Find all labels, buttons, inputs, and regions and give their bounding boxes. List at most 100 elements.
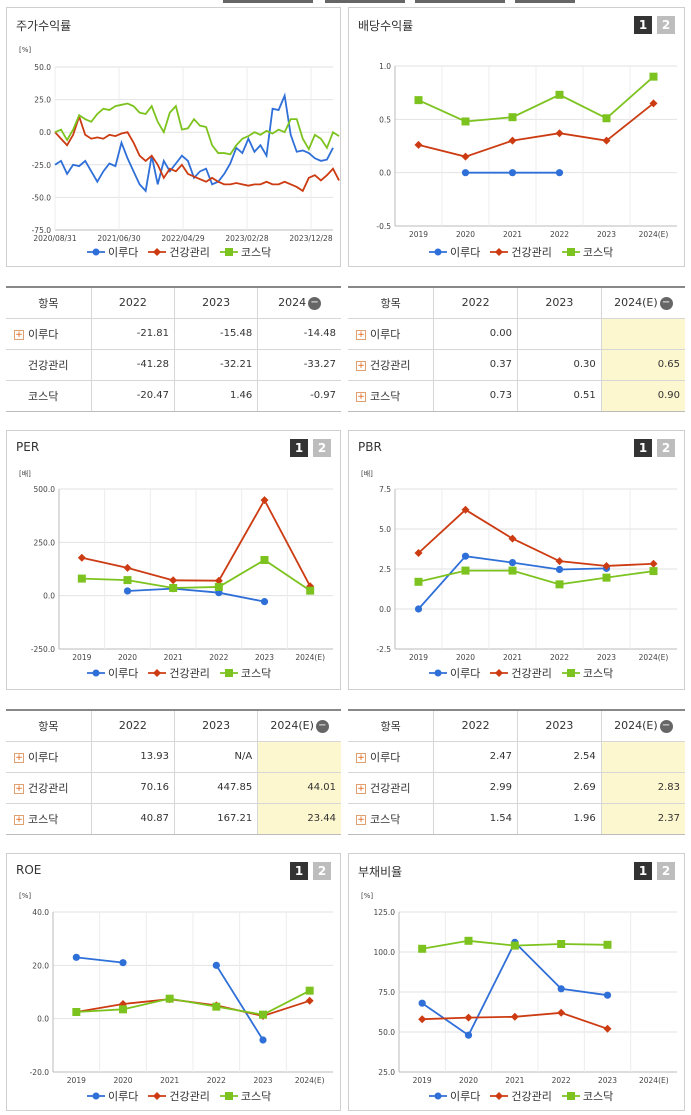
row-label[interactable]: + 이루다 <box>348 741 435 773</box>
legend-item[interactable]: 코스닥 <box>561 244 613 260</box>
legend-item[interactable]: 건강관리 <box>148 665 210 681</box>
legend-item[interactable]: 코스닥 <box>561 665 613 681</box>
page-2-button[interactable]: 2 <box>657 439 675 457</box>
legend-item[interactable]: 이루다 <box>87 665 138 681</box>
legend-item[interactable]: 건강관리 <box>490 244 552 260</box>
legend-marker-icon <box>87 1092 105 1100</box>
expand-icon[interactable]: + <box>14 329 24 340</box>
row-label[interactable]: + 이루다 <box>348 318 435 350</box>
page-1-button[interactable]: 1 <box>634 439 652 457</box>
table-header: 2022 <box>433 287 518 319</box>
expand-icon[interactable]: + <box>356 391 366 402</box>
data-point <box>555 129 564 138</box>
page-1-button[interactable]: 1 <box>290 862 308 880</box>
row-label[interactable]: + 이루다 <box>6 741 92 773</box>
table-row: + 이루다 -21.81 -15.48 -14.48 <box>6 318 341 350</box>
table-header: 2024(E) − <box>257 710 341 742</box>
x-tick-label: 2023 <box>597 230 616 239</box>
chart-legend: 이루다 건강관리 코스닥 <box>429 244 613 260</box>
table-header: 2024(E) − <box>601 287 685 319</box>
page-1-button[interactable]: 1 <box>290 439 308 457</box>
chart-legend: 이루다 건강관리 코스닥 <box>87 665 271 681</box>
row-label[interactable]: + 건강관리 <box>6 772 92 804</box>
page-1-button[interactable]: 1 <box>634 862 652 880</box>
page-2-button[interactable]: 2 <box>657 16 675 34</box>
panel-title: 주가수익률 <box>16 19 72 33</box>
table-row: 코스닥 -20.47 1.46 -0.97 <box>6 380 341 412</box>
collapse-icon[interactable]: − <box>659 719 673 733</box>
collapse-icon[interactable]: − <box>659 296 673 310</box>
legend-item[interactable]: 건강관리 <box>148 1088 210 1104</box>
collapse-icon[interactable]: − <box>315 719 329 733</box>
collapse-icon[interactable]: − <box>308 296 322 310</box>
legend-item[interactable]: 이루다 <box>87 244 138 260</box>
data-point <box>557 940 566 948</box>
legend-item[interactable]: 건강관리 <box>490 665 552 681</box>
expand-icon[interactable]: + <box>14 783 24 794</box>
legend-item[interactable]: 건강관리 <box>490 1088 552 1104</box>
legend-item[interactable]: 건강관리 <box>148 244 210 260</box>
row-label[interactable]: + 이루다 <box>6 318 92 350</box>
table-cell: 0.65 <box>601 349 685 381</box>
y-tick-label: 75.0 <box>378 988 395 997</box>
row-label[interactable]: + 건강관리 <box>348 772 435 804</box>
x-tick-label: 2020 <box>456 653 475 662</box>
data-point <box>418 999 426 1007</box>
legend-item[interactable]: 이루다 <box>429 244 480 260</box>
legend-item[interactable]: 이루다 <box>87 1088 138 1104</box>
data-point <box>603 1024 612 1033</box>
table-cell: -20.47 <box>91 380 175 412</box>
table-row: + 코스닥 1.54 1.96 2.37 <box>348 803 685 835</box>
expand-icon[interactable]: + <box>356 329 366 340</box>
series-line <box>54 92 334 193</box>
data-point <box>305 986 314 995</box>
data-point <box>461 566 470 575</box>
page-2-button[interactable]: 2 <box>313 862 331 880</box>
x-tick-label: 2023 <box>253 1076 272 1085</box>
page-2-button[interactable]: 2 <box>313 439 331 457</box>
legend-item[interactable]: 이루다 <box>429 665 480 681</box>
legend-label: 건강관리 <box>169 667 210 680</box>
y-tick-label: 0.0 <box>379 605 391 614</box>
y-tick-label: -50.0 <box>32 193 52 202</box>
page-2-button[interactable]: 2 <box>657 862 675 880</box>
legend-item[interactable]: 코스닥 <box>219 244 271 260</box>
y-tick-label: -250.0 <box>31 645 55 654</box>
expand-icon[interactable]: + <box>356 814 366 825</box>
data-point <box>119 1005 127 1014</box>
table-cell: 0.51 <box>517 380 602 412</box>
expand-icon[interactable]: + <box>356 360 366 371</box>
data-point <box>414 96 423 105</box>
expand-icon[interactable]: + <box>356 752 366 763</box>
page-buttons: 1 2 <box>290 439 331 457</box>
x-tick-label: 2023 <box>598 1076 617 1085</box>
data-point <box>649 567 658 576</box>
table-header: 2022 <box>433 710 518 742</box>
y-tick-label: -2.5 <box>376 645 391 654</box>
y-tick-label: 0.5 <box>379 115 391 124</box>
page-1-button[interactable]: 1 <box>634 16 652 34</box>
table-cell: 0.30 <box>517 349 602 381</box>
table-cell: 1.54 <box>433 803 518 835</box>
y-tick-label: 2.5 <box>379 565 391 574</box>
table-header: 2022 <box>91 287 175 319</box>
row-label[interactable]: + 코스닥 <box>348 380 435 412</box>
x-tick-label: 2023/02/28 <box>225 234 268 243</box>
data-point <box>464 1013 473 1022</box>
series-line <box>54 113 340 193</box>
row-label[interactable]: + 코스닥 <box>6 803 92 835</box>
legend-item[interactable]: 이루다 <box>429 1088 480 1104</box>
expand-icon[interactable]: + <box>14 752 24 763</box>
row-label[interactable]: + 건강관리 <box>348 349 435 381</box>
row-label[interactable]: + 코스닥 <box>348 803 435 835</box>
legend-marker-icon <box>429 248 447 256</box>
x-tick-label: 2019 <box>72 653 91 662</box>
legend-item[interactable]: 코스닥 <box>561 1088 613 1104</box>
legend-item[interactable]: 코스닥 <box>219 665 271 681</box>
legend-item[interactable]: 코스닥 <box>219 1088 271 1104</box>
chart-legend: 이루다 건강관리 코스닥 <box>429 665 613 681</box>
data-point <box>461 152 470 161</box>
expand-icon[interactable]: + <box>14 814 24 825</box>
expand-icon[interactable]: + <box>356 783 366 794</box>
table-header: 2024(E) − <box>601 710 685 742</box>
